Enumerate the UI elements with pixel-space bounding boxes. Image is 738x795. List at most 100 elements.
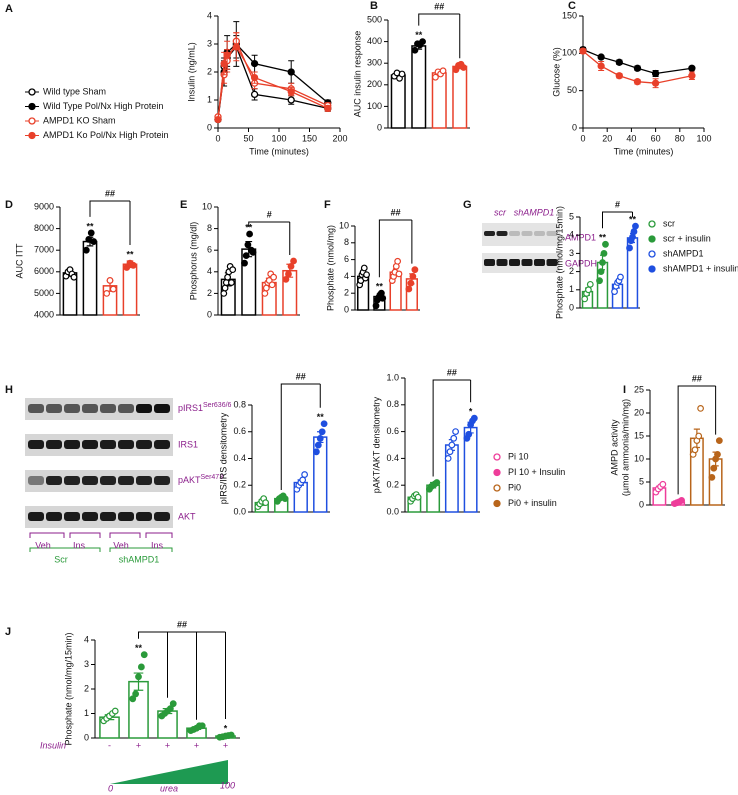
blot-band: [484, 231, 495, 236]
y-tick-label: 300: [367, 58, 382, 68]
blot-bg: [25, 470, 173, 492]
data-point: [626, 244, 633, 252]
y-tick-label: 4: [207, 10, 212, 20]
x-tick-label: 0: [580, 133, 585, 143]
data-point: [246, 230, 253, 238]
data-point: [314, 441, 322, 449]
blot-band: [546, 231, 558, 236]
blot-band: [46, 476, 62, 485]
y-tick-label: 0.4: [233, 453, 246, 463]
y-tick-label: 0.8: [233, 399, 246, 409]
y-tick-label: 3: [207, 38, 212, 48]
legend-marker: [648, 265, 656, 273]
blot-band: [100, 404, 116, 413]
bar: [313, 436, 328, 513]
y-tick-label: 6: [207, 245, 212, 255]
x-tick-label: 0: [215, 133, 220, 143]
y-tick-label: 4: [84, 634, 89, 644]
data-point: [90, 238, 98, 245]
blot-band: [118, 476, 134, 485]
blot-row-label: IRS1: [178, 439, 198, 449]
data-point: [678, 497, 686, 504]
y-axis-label: Phosphate (nmol/mg): [325, 225, 335, 311]
y-tick-label: 8: [207, 223, 212, 233]
blot-band: [28, 440, 44, 449]
data-point: [287, 263, 295, 270]
legend-label: shAMPD1: [663, 248, 704, 258]
data-point: [287, 87, 295, 96]
x-tick-label: 100: [271, 133, 286, 143]
row-label: Insulin: [40, 740, 66, 750]
y-tick-label: 0.8: [386, 399, 399, 409]
data-point: [241, 259, 248, 267]
legend-marker: [28, 117, 36, 125]
blot-band: [46, 404, 62, 413]
significance-bracket: [602, 211, 633, 229]
data-point: [395, 270, 403, 278]
blot-band: [82, 404, 98, 413]
lane-bracket: [109, 532, 141, 538]
y-tick-label: 400: [367, 36, 382, 46]
blot-row-label: pAKTSer473: [178, 474, 223, 486]
y-axis-label: pAKT/AKT densitometry: [371, 396, 381, 493]
data-point: [135, 673, 142, 681]
y-tick-label: 6: [344, 254, 349, 264]
data-point: [409, 273, 417, 280]
blot-band: [82, 440, 98, 449]
urea-wedge: [110, 760, 228, 784]
data-point: [633, 78, 642, 86]
blot-bg: [25, 506, 173, 528]
legend-marker: [493, 453, 501, 461]
data-point: [106, 277, 114, 284]
x-axis-label: Time (minutes): [249, 146, 309, 156]
blot-band: [496, 231, 508, 236]
y-axis-label: Insulin (ng/mL): [186, 42, 196, 102]
data-point: [659, 480, 667, 488]
significance-label: ##: [434, 1, 444, 11]
blot-band: [118, 440, 134, 449]
y-tick-label: 0: [344, 304, 349, 314]
data-point: [433, 479, 441, 486]
data-point: [87, 229, 95, 237]
y-tick-label: 5: [639, 476, 644, 486]
data-point: [223, 51, 231, 59]
data-point: [312, 448, 320, 456]
data-point: [316, 435, 324, 442]
data-point: [262, 499, 270, 507]
data-point: [688, 72, 696, 80]
blot-lane-label: Ins: [73, 540, 86, 550]
data-point: [166, 705, 174, 713]
significance-star: **: [86, 221, 94, 231]
y-tick-label: 3: [84, 659, 89, 669]
y-tick-label: 5: [569, 211, 574, 221]
data-point: [411, 266, 419, 274]
y-axis-label: AMPD activity: [609, 419, 619, 476]
data-point: [249, 248, 257, 256]
insulin-sign: +: [194, 740, 199, 750]
data-point: [169, 700, 177, 708]
blot-band: [46, 440, 62, 449]
lane-bracket: [145, 532, 173, 538]
legend-label: Pi0 + insulin: [508, 498, 557, 508]
data-point: [229, 266, 237, 274]
data-point: [301, 471, 309, 478]
significance-bracket: [138, 631, 226, 720]
y-tick-label: 0: [377, 122, 382, 132]
data-point: [633, 64, 642, 72]
significance-star: **: [245, 222, 253, 232]
legend-label: PI 10 + Insulin: [508, 467, 565, 477]
data-point: [132, 690, 140, 698]
data-point: [270, 273, 277, 281]
lane-bracket: [69, 532, 101, 538]
data-point: [250, 73, 259, 82]
blot-row-sup: Ser473: [201, 474, 224, 481]
data-point: [123, 264, 131, 271]
x-tick-label: 80: [675, 133, 685, 143]
data-point: [250, 90, 259, 99]
legend-label: AMPD1 KO Sham: [43, 115, 116, 125]
blot-row-label: AKT: [178, 511, 196, 521]
y-tick-label: 1: [84, 708, 89, 718]
y-tick-label: 0: [569, 302, 574, 312]
y-tick-label: 0.6: [386, 426, 399, 436]
x-axis-label: Time (minutes): [614, 146, 674, 156]
